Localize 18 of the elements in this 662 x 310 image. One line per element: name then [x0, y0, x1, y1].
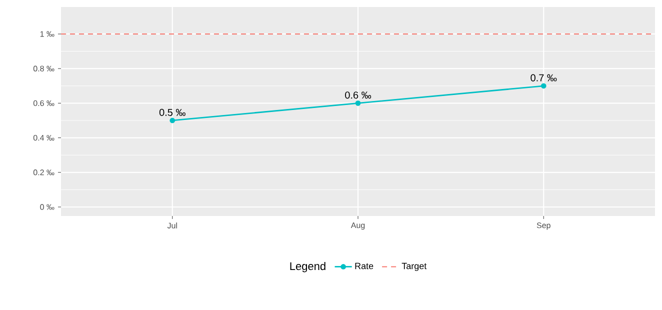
legend-label: Rate: [355, 262, 374, 270]
y-tick-label: 0.6 ‰: [33, 100, 54, 106]
data-label: 0.6 ‰: [345, 92, 372, 99]
legend-title: Legend: [290, 262, 326, 272]
x-tick-label: Sep: [536, 222, 550, 230]
data-label: 0.7 ‰: [530, 74, 557, 82]
point: [540, 83, 546, 89]
y-tick-label: 0.2 ‰: [33, 170, 54, 176]
y-tick-label: 0.8 ‰: [33, 66, 54, 72]
point: [355, 100, 361, 106]
point: [170, 118, 176, 124]
x-tick-label: Jul: [167, 222, 177, 228]
legend-label: Target: [402, 262, 427, 271]
data-label: 0.5 ‰: [159, 108, 186, 116]
y-tick-label: 1 ‰: [40, 31, 54, 37]
y-tick-label: 0.4 ‰: [33, 134, 54, 141]
x-tick-label: Aug: [350, 222, 365, 230]
y-tick-label: 0 ‰: [40, 204, 54, 210]
